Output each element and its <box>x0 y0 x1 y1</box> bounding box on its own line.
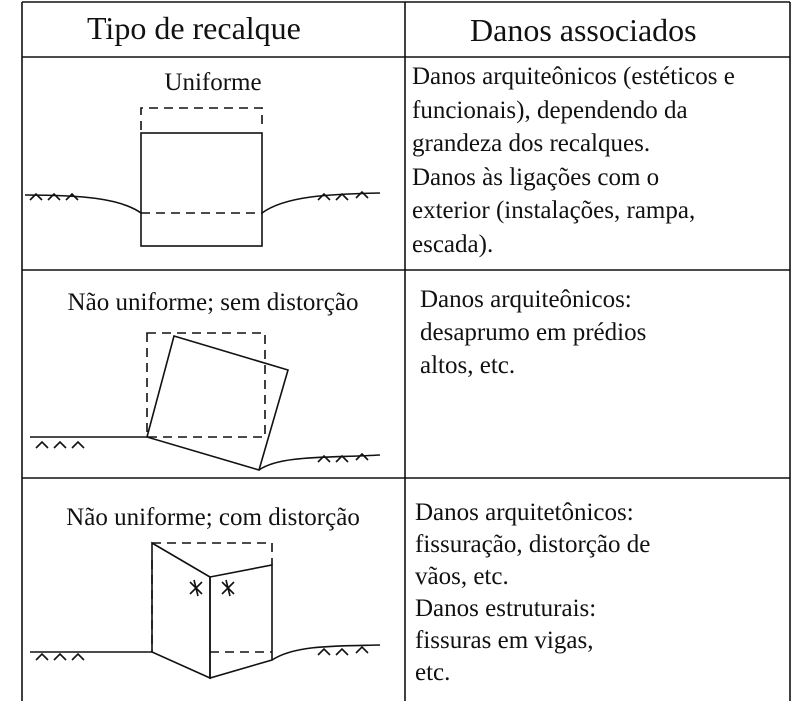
damage-line: altos, etc. <box>420 352 516 379</box>
damage-line: escada). <box>412 230 494 258</box>
row-type: Não uniforme; com distorção <box>66 504 360 531</box>
header-cell: Danos associados <box>470 12 697 48</box>
damage-line: fissuras em vigas, <box>415 627 594 654</box>
row-type: Uniforme <box>164 69 262 96</box>
damage-line: Danos às ligações com o <box>412 163 660 191</box>
damage-line: Danos arquiteônicos (estéticos e <box>412 63 735 90</box>
damage-line: desaprumo em prédios <box>420 319 647 346</box>
damage-line: vãos, etc. <box>415 563 509 590</box>
damage-line: Danos arquiteônicos: <box>420 286 632 313</box>
header-cell: Tipo de recalque <box>87 10 301 46</box>
damage-line: fissuração, distorção de <box>415 531 651 558</box>
row-type: Não uniforme; sem distorção <box>67 289 359 316</box>
damage-line: exterior (instalações, rampa, <box>412 197 696 224</box>
damage-line: Danos arquitetônicos: <box>415 499 634 526</box>
damage-line: Danos estruturais: <box>415 595 597 622</box>
damage-line: funcionais), dependendo da <box>412 96 688 124</box>
damage-line: etc. <box>415 659 451 686</box>
damage-line: grandeza dos recalques. <box>412 130 651 157</box>
